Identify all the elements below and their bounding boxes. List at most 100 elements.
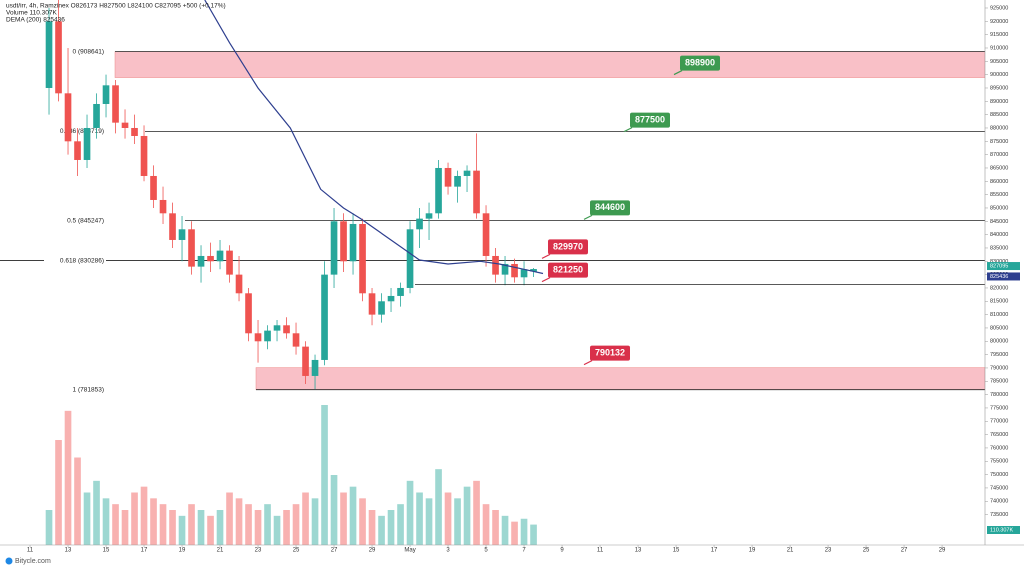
volume-bar — [311, 498, 319, 545]
volume-bar — [150, 498, 157, 545]
axes: 735000 740000 745000 750000 755000 760000 7650… — [27, 5, 1020, 554]
x-tick-label: 17 — [141, 548, 148, 554]
y-tick-label: 835000 — [990, 245, 1008, 251]
candle-body — [197, 255, 205, 267]
candle-body — [482, 213, 490, 256]
candle-body — [140, 135, 148, 176]
y-tick-label: 925000 — [990, 5, 1008, 11]
y-tick-label: 880000 — [990, 125, 1008, 131]
candle-body — [292, 333, 300, 347]
overlay: 898900 877500 844600 829970 821250 790132 — [541, 55, 720, 366]
y-tick-label: 735000 — [990, 512, 1008, 518]
volume-bar — [368, 510, 376, 545]
x-tick-label: 15 — [673, 548, 680, 554]
candle-body — [302, 346, 309, 376]
candle-body — [435, 167, 442, 214]
volume-bar — [226, 492, 233, 545]
volume-bar — [340, 492, 347, 545]
fib-label: 1 (781853) — [73, 386, 104, 393]
volume-bar — [444, 492, 452, 545]
volume-tag — [987, 526, 1020, 534]
y-tick-label: 890000 — [990, 99, 1008, 105]
y-tick-label: 765000 — [990, 432, 1008, 438]
y-tick-label: 885000 — [990, 112, 1008, 118]
y-tick-label: 755000 — [990, 459, 1008, 465]
x-tick-label: May — [404, 548, 415, 554]
x-tick-label: 23 — [825, 548, 832, 554]
candle-body — [530, 269, 537, 272]
volume-bar — [492, 510, 499, 545]
x-tick-label: 27 — [901, 548, 908, 554]
candle-body — [492, 255, 499, 275]
candle-body — [150, 175, 157, 200]
candle-body — [501, 263, 509, 275]
dema-line — [204, 0, 544, 275]
candle-body — [387, 295, 395, 302]
volume-bar — [55, 440, 62, 545]
volume-bar — [520, 518, 528, 545]
y-tick-label: 805000 — [990, 325, 1008, 331]
y-tick-label: 855000 — [990, 192, 1008, 198]
volume-bar — [283, 510, 290, 545]
y-tick-label: 870000 — [990, 152, 1008, 158]
candle-body — [121, 122, 129, 128]
candle-body — [520, 269, 528, 278]
y-tick-label: 790000 — [990, 365, 1008, 371]
x-tick-label: 5 — [484, 548, 488, 554]
y-tick-label: 910000 — [990, 45, 1008, 51]
y-tick-label: 770000 — [990, 419, 1008, 425]
candle-body — [216, 250, 224, 262]
x-tick-label: 25 — [863, 548, 870, 554]
fib-label: 0 (908641) — [73, 48, 104, 55]
price-tag — [987, 272, 1020, 281]
zone — [114, 51, 985, 78]
candle-body — [425, 213, 433, 219]
plot-area: 0 (908641) 0.236 (878719) 0.5 (845247) 0.61… — [0, 0, 985, 545]
candle-body — [311, 359, 319, 376]
x-tick-label: 11 — [27, 548, 34, 554]
y-tick-label: 815000 — [990, 299, 1008, 305]
candle-body — [226, 250, 233, 275]
y-tick-label: 740000 — [990, 499, 1008, 505]
zone — [255, 367, 985, 390]
callout-label: 898900 — [685, 57, 715, 67]
x-tick-label: 29 — [939, 548, 946, 554]
candle-body — [416, 218, 423, 230]
x-tick-label: 3 — [446, 548, 450, 554]
candle-body — [83, 127, 91, 160]
volume-bar — [397, 504, 404, 545]
candle-body — [397, 287, 404, 296]
volume-bar — [188, 504, 195, 545]
y-tick-label: 830000 — [990, 259, 1008, 265]
volume-bar — [264, 504, 271, 545]
callout-label: 829970 — [553, 241, 583, 251]
y-tick-label: 915000 — [990, 32, 1008, 38]
fib-label-bg — [44, 385, 106, 394]
callout-label: 844600 — [595, 202, 625, 212]
header-line: Volume 110.307K — [6, 10, 57, 17]
candle-body — [55, 21, 62, 94]
callout-box — [680, 55, 720, 71]
logo — [5, 557, 13, 565]
x-tick-label: 23 — [255, 548, 262, 554]
volume-bar — [131, 492, 138, 545]
y-tick-label: 900000 — [990, 72, 1008, 78]
y-tick-label: 750000 — [990, 472, 1008, 478]
candle-body — [321, 274, 328, 360]
volume-bar — [245, 504, 252, 545]
y-tick-label: 760000 — [990, 445, 1008, 451]
header-line: DEMA (200) 825436 — [6, 17, 65, 24]
callout-pointer — [583, 360, 593, 366]
callout-label: 790132 — [595, 347, 625, 357]
y-tick-label: 775000 — [990, 405, 1008, 411]
x-tick-label: 25 — [293, 548, 300, 554]
callout-box — [590, 345, 630, 361]
candle-body — [207, 255, 214, 262]
volume-bar — [292, 504, 300, 545]
volume-bar — [45, 510, 53, 545]
volume-bar — [169, 510, 176, 545]
x-tick-label: 13 — [635, 548, 642, 554]
candle-body — [245, 293, 252, 334]
x-tick-label: 19 — [179, 548, 186, 554]
